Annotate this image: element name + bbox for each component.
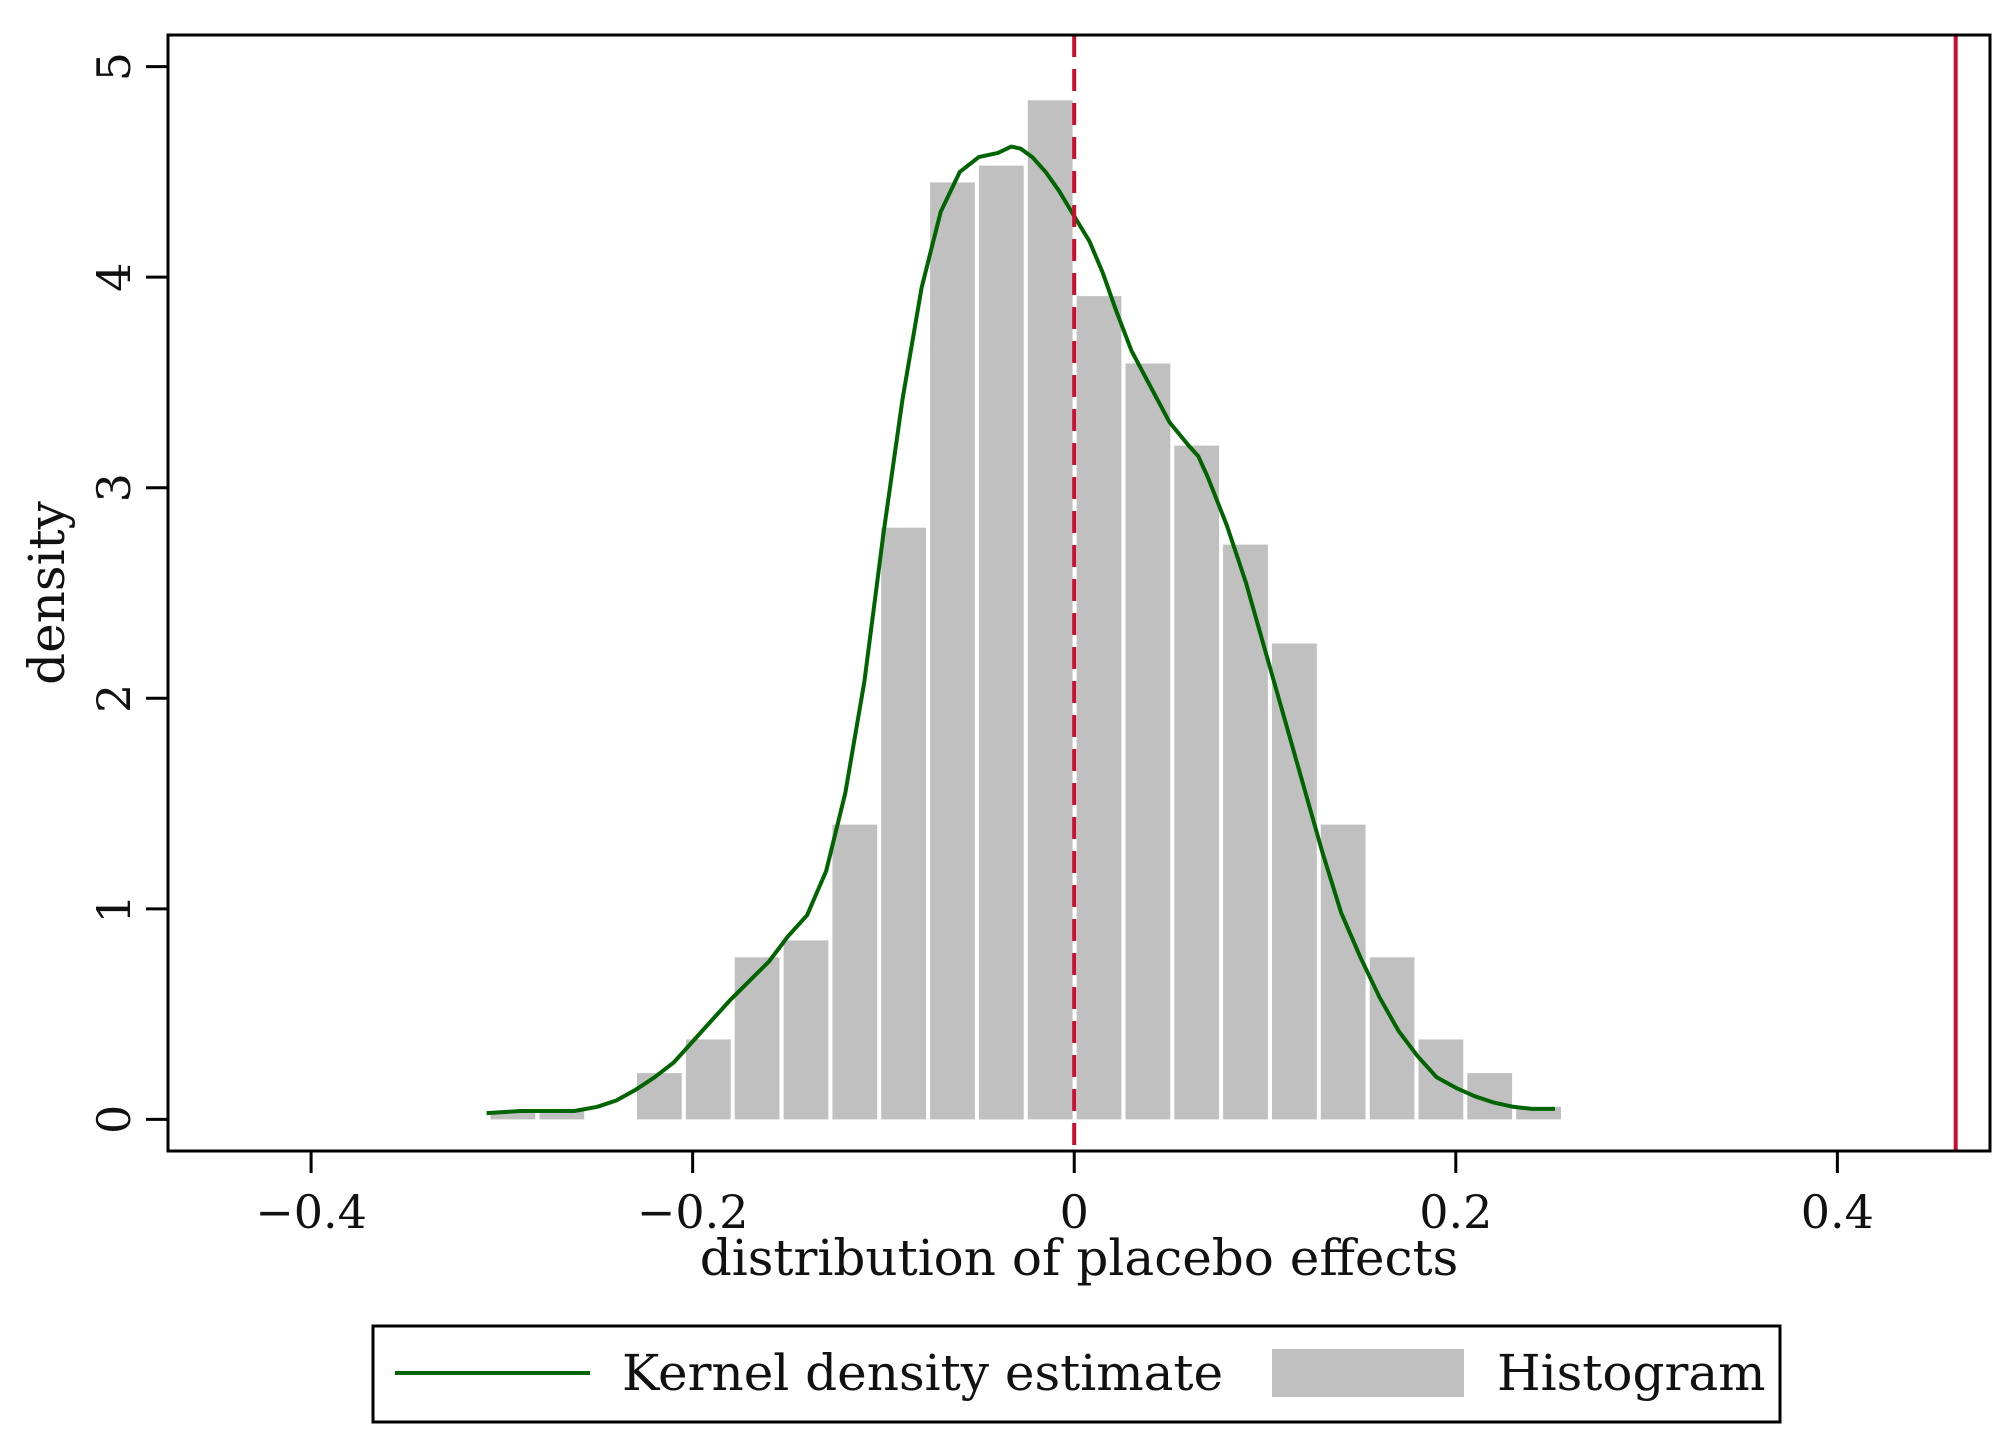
y-tick-label: 3 bbox=[87, 473, 141, 502]
histogram-bar bbox=[1076, 296, 1122, 1120]
histogram-bars bbox=[490, 100, 1561, 1120]
y-axis-label: density bbox=[18, 500, 76, 685]
x-tick-label: −0.2 bbox=[637, 1185, 749, 1239]
histogram-bar bbox=[930, 182, 975, 1120]
x-tick-label: 0.2 bbox=[1419, 1185, 1492, 1239]
legend-histogram-swatch bbox=[1272, 1349, 1464, 1397]
y-tick-label: 1 bbox=[87, 894, 141, 923]
x-axis: −0.4 −0.2 0 0.2 0.4 bbox=[255, 1151, 1874, 1239]
histogram-bar bbox=[685, 1039, 731, 1120]
histogram-bar bbox=[881, 527, 926, 1120]
histogram-bar bbox=[1174, 445, 1220, 1120]
y-tick-label: 2 bbox=[87, 684, 141, 713]
histogram-bar bbox=[1027, 100, 1073, 1120]
reference-lines bbox=[1072, 35, 1958, 1151]
histogram-bar bbox=[734, 957, 780, 1120]
kde-curve-group bbox=[486, 144, 1555, 1116]
x-tick-label: −0.4 bbox=[255, 1185, 367, 1239]
histogram-bar bbox=[490, 1111, 536, 1120]
histogram-bar bbox=[783, 940, 829, 1120]
y-tick-label: 0 bbox=[87, 1105, 141, 1134]
histogram-bar bbox=[637, 1073, 682, 1120]
plot-frame bbox=[166, 33, 1992, 1153]
histogram-bar bbox=[978, 165, 1024, 1120]
legend-histogram-label: Histogram bbox=[1497, 1344, 1766, 1402]
legend-kde-label: Kernel density estimate bbox=[622, 1344, 1223, 1402]
x-tick-label: 0.4 bbox=[1801, 1185, 1874, 1239]
y-tick-label: 5 bbox=[87, 52, 141, 81]
histogram-bar bbox=[1369, 957, 1415, 1120]
x-tick-label: 0 bbox=[1060, 1185, 1089, 1239]
histogram-bar bbox=[539, 1111, 585, 1120]
x-axis-label: distribution of placebo effects bbox=[700, 1229, 1459, 1287]
y-axis: 0 1 2 3 4 5 bbox=[87, 52, 168, 1134]
legend-frame bbox=[371, 1324, 1782, 1424]
histogram-bar bbox=[1125, 363, 1171, 1120]
y-tick-label: 4 bbox=[87, 263, 141, 292]
histogram-bar bbox=[1272, 643, 1317, 1120]
legend: Kernel density estimate Histogram bbox=[371, 1324, 1782, 1424]
kde-line bbox=[486, 144, 1555, 1116]
histogram-bar bbox=[832, 824, 878, 1120]
